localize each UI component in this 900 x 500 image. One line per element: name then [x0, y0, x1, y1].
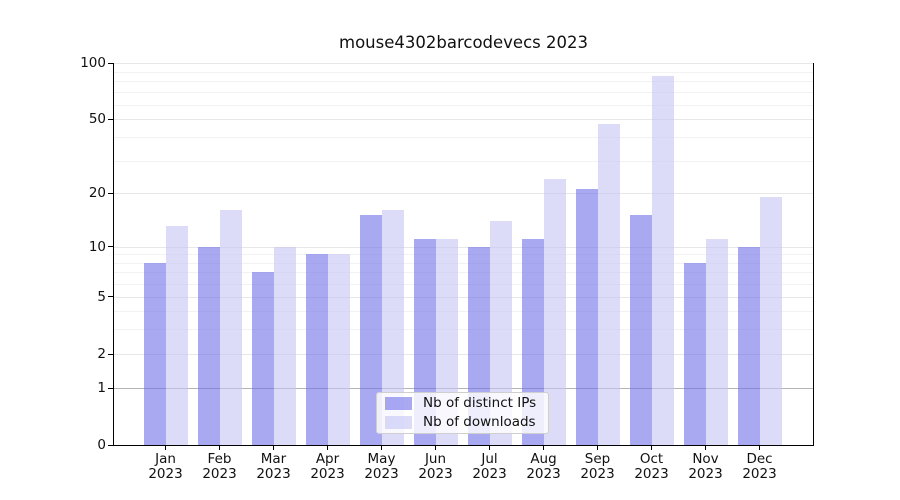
x-tick-mark-aug — [543, 446, 544, 450]
x-tick-label-sep: Sep 2023 — [580, 451, 615, 482]
y-tick-label-20: 20 — [88, 185, 106, 202]
y-tick-label-50: 50 — [88, 111, 106, 128]
y-tick-label-5: 5 — [97, 288, 106, 305]
x-tick-mark-mar — [273, 446, 274, 450]
bar-downloads-dec — [759, 197, 782, 445]
x-tick-label-oct: Oct 2023 — [634, 451, 669, 482]
y-tick-mark-50 — [108, 118, 113, 120]
minor-gridline-4 — [114, 310, 813, 312]
x-tick-label-feb: Feb 2023 — [202, 451, 237, 482]
x-tick-mark-jul — [489, 446, 490, 450]
x-tick-mark-jun — [435, 446, 436, 450]
y-tick-mark-20 — [108, 192, 113, 194]
x-tick-label-jul: Jul 2023 — [472, 451, 507, 482]
bar-downloads-nov — [705, 239, 728, 445]
x-tick-label-aug: Aug 2023 — [526, 451, 561, 482]
gridline-20 — [114, 193, 813, 195]
minor-gridline-6 — [114, 283, 813, 285]
x-tick-mark-oct — [651, 446, 652, 450]
gridline-5 — [114, 296, 813, 298]
legend-label-distinct-ips: Nb of distinct IPs — [423, 395, 537, 412]
bar-downloads-feb — [219, 210, 242, 445]
x-tick-label-jun: Jun 2023 — [418, 451, 453, 482]
y-tick-label-1: 1 — [97, 380, 106, 397]
bar-distinct-ips-jan — [143, 262, 166, 445]
y-tick-label-100: 100 — [80, 55, 106, 72]
y-tick-mark-0 — [108, 444, 113, 446]
chart-title: mouse4302barcodevecs 2023 — [339, 33, 588, 52]
y-tick-mark-1 — [108, 387, 113, 389]
bar-downloads-apr — [327, 254, 350, 445]
legend-swatch-distinct-ips — [385, 397, 412, 411]
x-tick-label-mar: Mar 2023 — [256, 451, 291, 482]
legend-item-downloads: Nb of downloads — [385, 413, 540, 430]
x-tick-label-dec: Dec 2023 — [742, 451, 777, 482]
gridline-100 — [114, 63, 813, 65]
y-tick-label-10: 10 — [88, 238, 106, 255]
x-tick-label-may: May 2023 — [364, 451, 399, 482]
y-tick-mark-2 — [108, 353, 113, 355]
bar-distinct-ips-mar — [251, 272, 274, 445]
bar-downloads-mar — [273, 246, 296, 445]
bar-distinct-ips-nov — [683, 262, 706, 445]
y-tick-label-0: 0 — [97, 437, 106, 453]
minor-gridline-7 — [114, 272, 813, 274]
bar-distinct-ips-dec — [737, 246, 760, 445]
minor-gridline-80 — [114, 81, 813, 83]
minor-gridline-9 — [114, 254, 813, 256]
y-tick-label-2: 2 — [97, 346, 106, 362]
legend-item-distinct-ips: Nb of distinct IPs — [385, 396, 540, 411]
legend-swatch-downloads — [385, 415, 412, 429]
legend-label-downloads: Nb of downloads — [423, 413, 536, 430]
x-tick-mark-dec — [759, 446, 760, 450]
plot-area — [113, 63, 814, 446]
minor-gridline-60 — [114, 104, 813, 106]
bar-downloads-aug — [543, 178, 566, 445]
gridline-50 — [114, 119, 813, 121]
bar-downloads-jan — [165, 226, 188, 445]
x-tick-mark-sep — [597, 446, 598, 450]
gridline-1 — [114, 388, 813, 390]
bar-distinct-ips-may — [359, 215, 382, 445]
minor-gridline-90 — [114, 71, 813, 73]
bar-distinct-ips-apr — [305, 254, 328, 445]
minor-gridline-30 — [114, 160, 813, 162]
x-tick-label-jan: Jan 2023 — [148, 451, 183, 482]
bar-downloads-oct — [651, 76, 674, 445]
bar-distinct-ips-oct — [629, 215, 652, 445]
x-tick-mark-may — [381, 446, 382, 450]
y-tick-mark-5 — [108, 296, 113, 298]
y-tick-mark-100 — [108, 62, 113, 64]
bar-downloads-sep — [597, 124, 620, 445]
y-tick-mark-10 — [108, 246, 113, 248]
x-tick-mark-apr — [327, 446, 328, 450]
minor-gridline-3 — [114, 328, 813, 330]
x-tick-label-apr: Apr 2023 — [310, 451, 345, 482]
minor-gridline-70 — [114, 92, 813, 94]
bar-distinct-ips-feb — [197, 246, 220, 445]
legend: Nb of distinct IPs Nb of downloads — [376, 392, 549, 434]
bar-distinct-ips-sep — [575, 189, 598, 445]
x-tick-mark-nov — [705, 446, 706, 450]
gridline-2 — [114, 354, 813, 355]
x-tick-mark-feb — [219, 446, 220, 450]
x-tick-label-nov: Nov 2023 — [688, 451, 723, 482]
bar-downloads-jul — [489, 220, 512, 445]
minor-gridline-40 — [114, 137, 813, 139]
minor-gridline-8 — [114, 262, 813, 264]
x-tick-mark-jan — [165, 446, 166, 450]
bar-downloads-may — [381, 210, 404, 445]
gridline-10 — [114, 246, 813, 248]
